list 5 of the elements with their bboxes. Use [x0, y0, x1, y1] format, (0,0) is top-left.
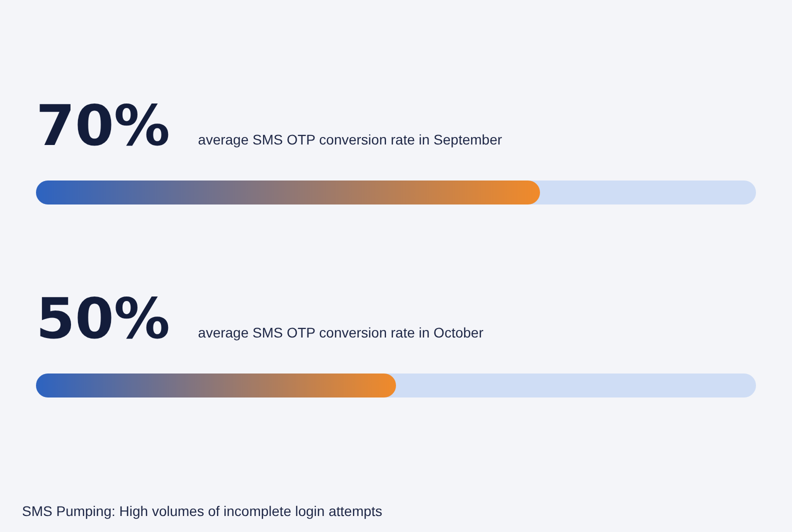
y-tick-label: average SMS OTP conversion rate in September: [198, 132, 502, 148]
text: SMS Pumping: High volumes of incomplete login attempts: [22, 503, 382, 519]
y-tick-label: average SMS OTP conversion rate in October: [198, 324, 484, 340]
data-label: 70%: [36, 94, 170, 159]
data-label: 50%: [36, 287, 170, 352]
